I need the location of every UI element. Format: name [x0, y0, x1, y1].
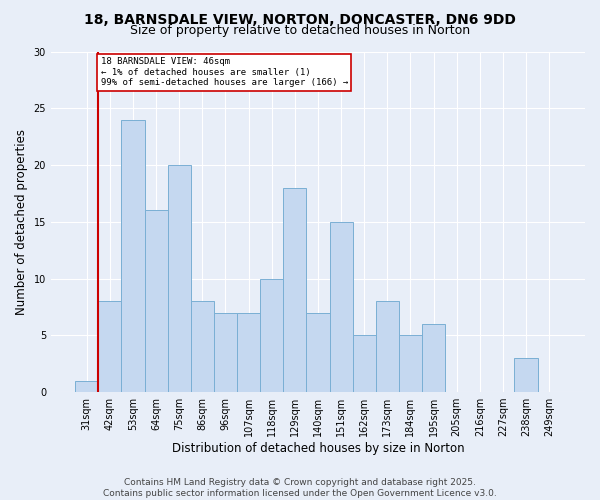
Text: Contains HM Land Registry data © Crown copyright and database right 2025.
Contai: Contains HM Land Registry data © Crown c…	[103, 478, 497, 498]
Y-axis label: Number of detached properties: Number of detached properties	[15, 129, 28, 315]
Bar	[75, 380, 98, 392]
Bar	[514, 358, 538, 392]
Bar	[329, 222, 353, 392]
Text: 18 BARNSDALE VIEW: 46sqm
← 1% of detached houses are smaller (1)
99% of semi-det: 18 BARNSDALE VIEW: 46sqm ← 1% of detache…	[101, 57, 348, 87]
Bar	[283, 188, 307, 392]
Text: Size of property relative to detached houses in Norton: Size of property relative to detached ho…	[130, 24, 470, 37]
Bar	[353, 336, 376, 392]
Bar	[422, 324, 445, 392]
Bar	[191, 302, 214, 392]
Bar	[121, 120, 145, 392]
Bar	[376, 302, 399, 392]
Text: 18, BARNSDALE VIEW, NORTON, DONCASTER, DN6 9DD: 18, BARNSDALE VIEW, NORTON, DONCASTER, D…	[84, 12, 516, 26]
Bar	[145, 210, 167, 392]
X-axis label: Distribution of detached houses by size in Norton: Distribution of detached houses by size …	[172, 442, 464, 455]
Bar	[214, 312, 237, 392]
Bar	[260, 278, 283, 392]
Bar	[307, 312, 329, 392]
Bar	[399, 336, 422, 392]
Bar	[98, 302, 121, 392]
Bar	[167, 165, 191, 392]
Bar	[237, 312, 260, 392]
